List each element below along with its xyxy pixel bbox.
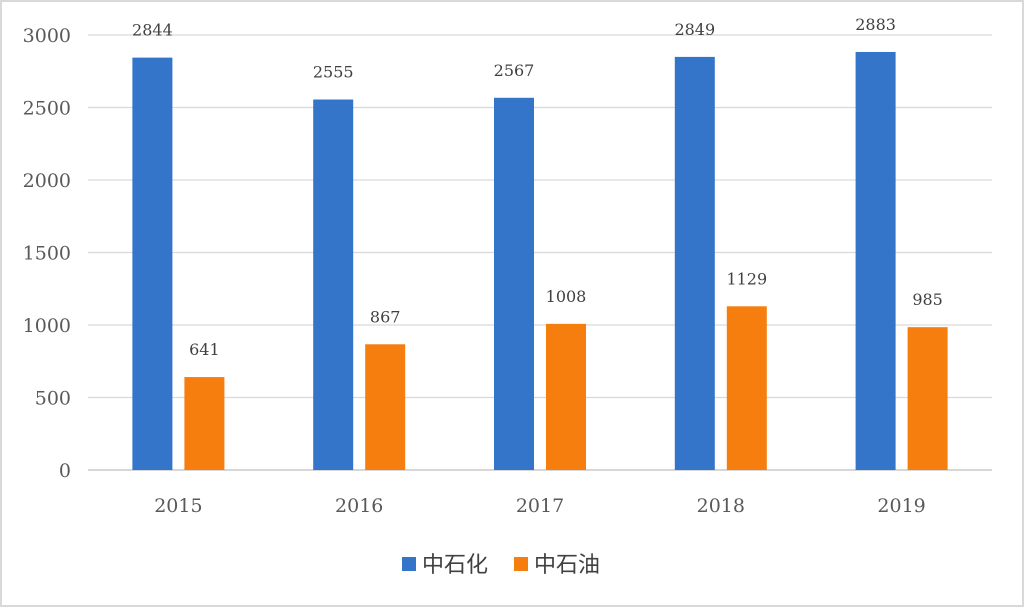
data-label-2019-series-1: 2883 — [855, 15, 896, 34]
bar-2015-series-1 — [132, 57, 173, 471]
y-tick-label-2500: 2500 — [23, 98, 71, 120]
data-label-2015-series-2: 641 — [189, 340, 220, 359]
bar-2017-series-2 — [546, 323, 586, 470]
data-label-2019-series-2: 985 — [912, 290, 943, 309]
x-tick-label-2015: 2015 — [154, 495, 202, 517]
x-axis-ticks: 2015 2016 2017 2018 2019 — [154, 495, 926, 517]
data-label-2018-series-2: 1129 — [726, 269, 767, 288]
y-tick-label-3000: 3000 — [23, 25, 71, 47]
data-label-2016-series-1: 2555 — [313, 63, 354, 82]
gridlines — [88, 34, 992, 471]
legend-swatch-series-1 — [402, 557, 416, 571]
bars — [132, 51, 948, 471]
bar-2015-series-2 — [184, 377, 225, 470]
bar-2018-series-1 — [674, 56, 715, 471]
bar-2016-series-2 — [365, 344, 406, 470]
y-tick-label-2000: 2000 — [23, 170, 71, 192]
bar-2019-series-1 — [855, 51, 896, 471]
legend: 中石化 中石油 — [402, 553, 600, 578]
y-tick-label-500: 500 — [35, 388, 71, 410]
x-tick-label-2018: 2018 — [697, 495, 745, 517]
legend-swatch-series-2 — [514, 557, 528, 571]
bar-2018-series-2 — [726, 306, 767, 470]
data-label-2017-series-1: 2567 — [494, 61, 535, 80]
data-labels: 2844 641 2555 867 2567 1008 2849 1129 2883 985 — [132, 15, 943, 359]
data-label-2018-series-1: 2849 — [674, 20, 715, 39]
data-label-2015-series-1: 2844 — [132, 21, 173, 40]
x-tick-label-2016: 2016 — [335, 495, 383, 517]
bar-2016-series-1 — [313, 99, 354, 471]
bar-2019-series-2 — [907, 327, 948, 470]
legend-label-series-2: 中石油 — [534, 553, 600, 578]
y-tick-label-1000: 1000 — [23, 315, 71, 337]
y-tick-label-0: 0 — [59, 460, 71, 482]
data-label-2017-series-2: 1008 — [546, 287, 587, 306]
x-tick-label-2019: 2019 — [877, 495, 925, 517]
legend-label-series-1: 中石化 — [422, 553, 488, 578]
y-tick-label-1500: 1500 — [23, 243, 71, 265]
y-axis-ticks: 0 500 1000 1500 2000 2500 3000 — [23, 25, 71, 482]
data-label-2016-series-2: 867 — [370, 307, 401, 326]
bar-2017-series-1 — [494, 97, 534, 470]
x-tick-label-2017: 2017 — [516, 495, 564, 517]
